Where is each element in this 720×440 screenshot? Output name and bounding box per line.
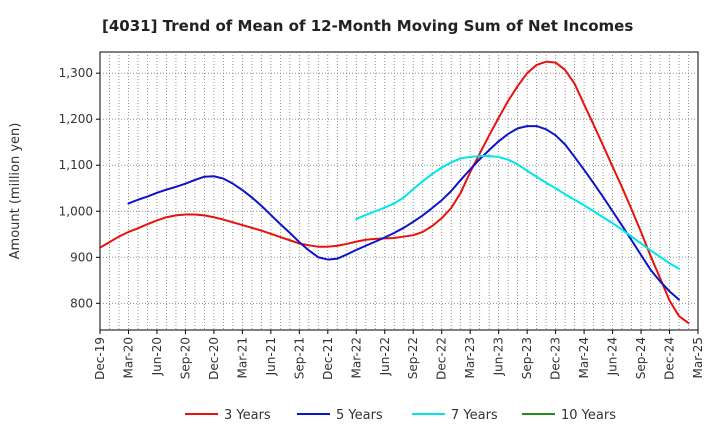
y-tick-label: 1,100 — [59, 158, 93, 172]
legend: 3 Years 5 Years 7 Years 10 Years — [185, 408, 616, 423]
y-tick-label: 900 — [70, 250, 93, 264]
x-tick-label: Jun-24 — [606, 337, 620, 376]
x-tick-label: Mar-24 — [577, 337, 591, 378]
x-tick-label: Sep-23 — [520, 337, 534, 379]
x-axis-ticks: Dec-19 Mar-20 Jun-20 Sep-20 Dec-20 Mar-21 Jun-… — [93, 330, 705, 380]
y-tick-label: 1,300 — [59, 66, 93, 80]
series-lines — [99, 60, 690, 325]
x-tick-label: Sep-24 — [634, 337, 648, 379]
series-line-3-years — [99, 60, 690, 325]
series-line-5-years — [127, 125, 681, 301]
y-tick-label: 1,200 — [59, 112, 93, 126]
y-axis-ticks: 800 900 1,000 1,100 1,200 1,300 — [59, 66, 100, 310]
x-tick-label: Sep-20 — [178, 337, 192, 379]
x-tick-label: Mar-23 — [463, 337, 477, 378]
legend-label: 7 Years — [451, 408, 498, 423]
x-tick-label: Jun-21 — [264, 337, 278, 376]
x-tick-label: Sep-22 — [406, 337, 420, 379]
x-tick-label: Jun-20 — [150, 337, 164, 376]
x-tick-label: Dec-23 — [549, 337, 563, 380]
chart-title: [4031] Trend of Mean of 12-Month Moving … — [102, 17, 633, 35]
y-tick-label: 800 — [70, 296, 93, 310]
x-tick-label: Mar-22 — [349, 337, 363, 378]
x-tick-label: Jun-23 — [492, 337, 506, 376]
x-tick-label: Dec-24 — [663, 337, 677, 380]
x-tick-label: Mar-20 — [121, 337, 135, 378]
x-tick-label: Mar-21 — [235, 337, 249, 378]
y-axis-title: Amount (million yen) — [8, 123, 23, 260]
series-line-7-years — [355, 155, 681, 270]
y-tick-label: 1,000 — [59, 204, 93, 218]
legend-label: 5 Years — [336, 408, 383, 423]
x-tick-label: Dec-21 — [321, 337, 335, 380]
x-tick-label: Dec-20 — [207, 337, 221, 380]
plot-area — [99, 51, 699, 331]
grid-lines — [100, 52, 698, 330]
legend-label: 10 Years — [561, 408, 616, 423]
x-tick-label: Dec-19 — [93, 337, 107, 380]
x-tick-label: Mar-25 — [691, 337, 705, 378]
x-tick-label: Jun-22 — [378, 337, 392, 376]
x-tick-label: Sep-21 — [292, 337, 306, 379]
x-tick-label: Dec-22 — [435, 337, 449, 380]
legend-label: 3 Years — [224, 408, 271, 423]
